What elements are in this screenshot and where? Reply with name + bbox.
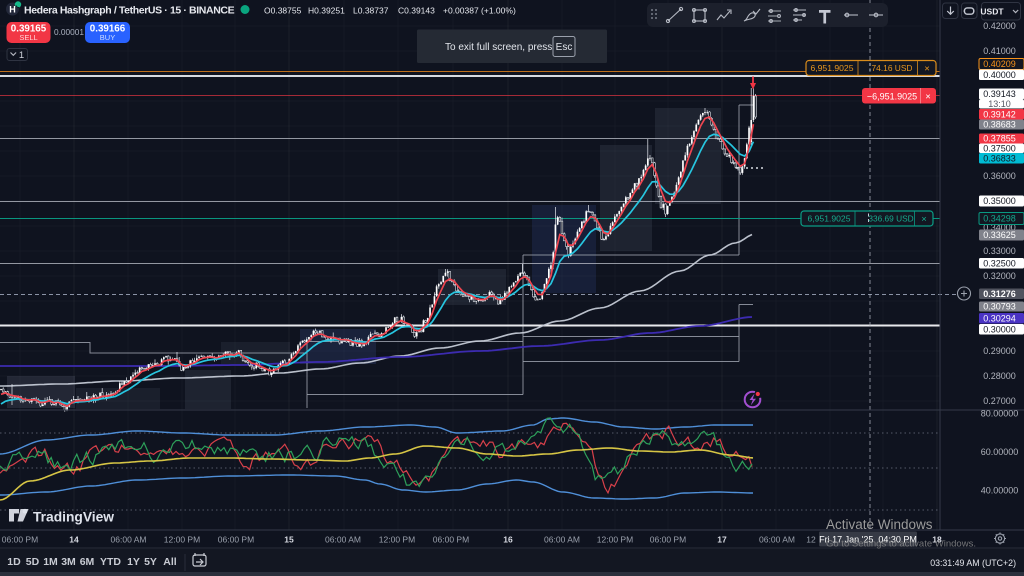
svg-text:0.39165: 0.39165 [11, 24, 47, 35]
svg-text:6,951.9025: 6,951.9025 [810, 63, 853, 73]
svg-text:40.00000: 40.00000 [981, 486, 1019, 496]
svg-text:TradingView: TradingView [33, 510, 114, 525]
svg-text:L0.38737: L0.38737 [353, 6, 389, 16]
svg-text:06:00 AM: 06:00 AM [325, 535, 361, 545]
svg-text:06:00 PM: 06:00 PM [218, 535, 254, 545]
svg-text:Hedera Hashgraph / TetherUS ·: Hedera Hashgraph / TetherUS · 15 · BINAN… [24, 5, 235, 17]
svg-text:03:31:49 AM (UTC+2): 03:31:49 AM (UTC+2) [930, 558, 1016, 568]
svg-text:0.29000: 0.29000 [983, 346, 1016, 356]
svg-text:12: 12 [806, 535, 816, 545]
svg-text:×: × [921, 214, 927, 225]
svg-text:336.69 USD: 336.69 USD [868, 214, 913, 224]
svg-text:12:00 PM: 12:00 PM [597, 535, 633, 545]
svg-text:0.41000: 0.41000 [983, 46, 1016, 56]
svg-text:6,951.9025: 6,951.9025 [807, 214, 850, 224]
svg-text:C0.39143: C0.39143 [398, 6, 435, 16]
svg-text:0.37855: 0.37855 [983, 134, 1016, 144]
svg-text:H: H [9, 5, 16, 15]
svg-text:0.00001: 0.00001 [54, 27, 84, 37]
svg-text:06:00 PM: 06:00 PM [433, 535, 469, 545]
svg-text:06:00 PM: 06:00 PM [650, 535, 686, 545]
svg-text:H0.39251: H0.39251 [308, 6, 345, 16]
svg-text:0.39142: 0.39142 [983, 109, 1016, 119]
svg-text:0.40209: 0.40209 [983, 59, 1016, 69]
svg-text:−6,951.9025: −6,951.9025 [867, 92, 917, 102]
svg-text:To exit full screen, press: To exit full screen, press [445, 42, 552, 53]
svg-text:0.36833: 0.36833 [983, 153, 1016, 163]
svg-text:0.28000: 0.28000 [983, 371, 1016, 381]
svg-text:0.34000: 0.34000 [983, 223, 1016, 233]
svg-text:0.31276: 0.31276 [983, 289, 1016, 299]
svg-text:60.00000: 60.00000 [981, 447, 1019, 457]
svg-text:16: 16 [503, 535, 513, 545]
svg-text:1M: 1M [43, 556, 58, 568]
svg-text:0.37500: 0.37500 [983, 143, 1016, 153]
svg-text:BUY: BUY [100, 33, 115, 42]
svg-text:YTD: YTD [100, 556, 121, 568]
svg-text:06:00 AM: 06:00 AM [111, 535, 147, 545]
svg-text:0.32000: 0.32000 [983, 271, 1016, 281]
svg-text:3M: 3M [61, 556, 76, 568]
svg-text:5Y: 5Y [144, 556, 157, 568]
svg-text:×: × [925, 92, 931, 103]
svg-text:0.36000: 0.36000 [983, 171, 1016, 181]
svg-text:12:00 PM: 12:00 PM [379, 535, 415, 545]
svg-text:06:00 AM: 06:00 AM [544, 535, 580, 545]
svg-text:0.39166: 0.39166 [90, 24, 126, 35]
svg-text:×: × [924, 64, 930, 75]
svg-text:74.16 USD: 74.16 USD [872, 63, 913, 73]
svg-text:1: 1 [19, 50, 24, 61]
svg-text:0.34298: 0.34298 [983, 214, 1016, 224]
svg-text:Esc: Esc [556, 42, 573, 53]
svg-text:6M: 6M [80, 556, 95, 568]
svg-text:0.30294: 0.30294 [983, 313, 1016, 323]
svg-text:06:00 AM: 06:00 AM [759, 535, 795, 545]
svg-text:0.32500: 0.32500 [983, 258, 1016, 268]
svg-text:Fri 17 Jan '25 04:30 PM: Fri 17 Jan '25 04:30 PM [819, 535, 917, 545]
svg-text:18: 18 [932, 535, 942, 545]
svg-text:1Y: 1Y [127, 556, 140, 568]
svg-text:0.38683: 0.38683 [983, 120, 1016, 130]
svg-text:+0.00387 (+1.00%): +0.00387 (+1.00%) [443, 6, 516, 16]
svg-text:1D: 1D [7, 556, 21, 568]
svg-text:06:00 PM: 06:00 PM [2, 535, 38, 545]
svg-text:O0.38755: O0.38755 [264, 6, 302, 16]
svg-text:All: All [163, 556, 177, 568]
svg-text:0.39143: 0.39143 [983, 89, 1016, 99]
svg-text:13:10: 13:10 [988, 99, 1011, 109]
svg-text:USDT: USDT [980, 7, 1004, 17]
svg-text:0.40000: 0.40000 [983, 70, 1016, 80]
svg-text:Go to Settings to activate Win: Go to Settings to activate Windows. [826, 539, 976, 550]
svg-text:0.27000: 0.27000 [983, 396, 1016, 406]
svg-text:SELL: SELL [19, 33, 37, 42]
svg-text:14: 14 [69, 535, 79, 545]
svg-text:0.42000: 0.42000 [983, 21, 1016, 31]
svg-text:0.30000: 0.30000 [983, 324, 1016, 334]
svg-text:0.30793: 0.30793 [983, 302, 1016, 312]
svg-text:15: 15 [284, 535, 294, 545]
svg-text:80.00000: 80.00000 [981, 409, 1019, 419]
svg-text:0.35000: 0.35000 [983, 196, 1016, 206]
svg-text:0.33625: 0.33625 [983, 230, 1016, 240]
svg-text:5D: 5D [26, 556, 40, 568]
svg-text:12:00 PM: 12:00 PM [164, 535, 200, 545]
svg-text:Activate Windows: Activate Windows [826, 517, 933, 532]
svg-text:17: 17 [717, 535, 727, 545]
svg-text:0.33000: 0.33000 [983, 246, 1016, 256]
